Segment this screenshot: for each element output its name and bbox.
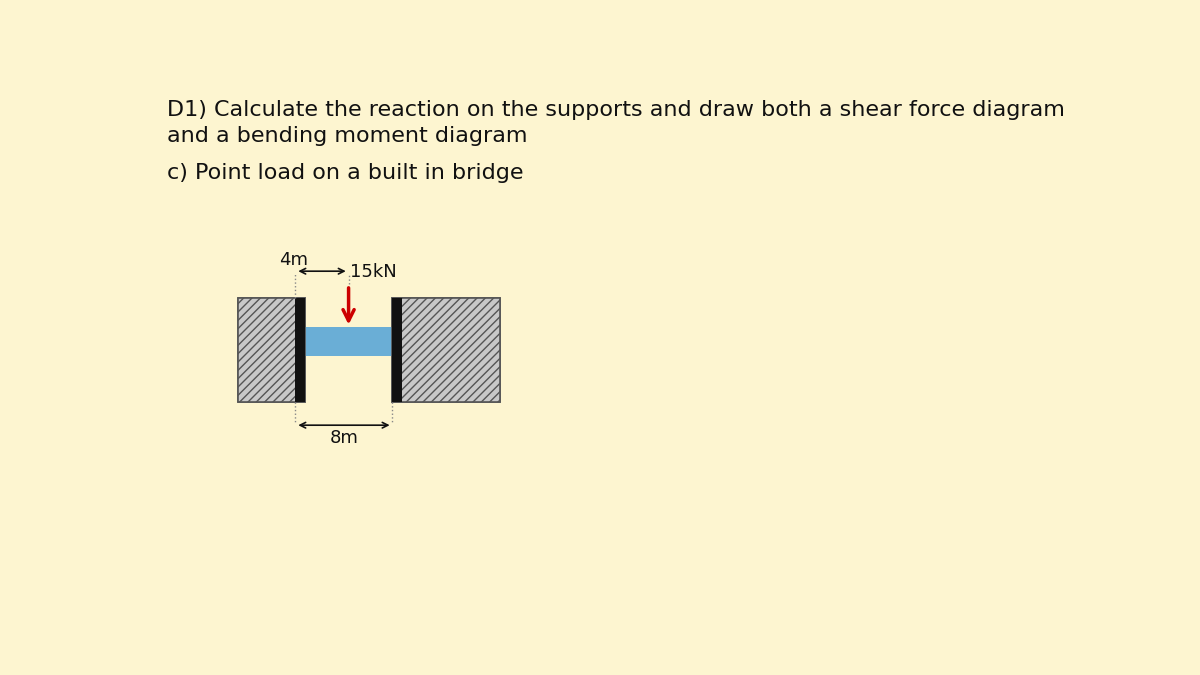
Bar (392, 298, 499, 402)
Bar (392, 298, 499, 402)
Bar (238, 327, 499, 356)
Text: 15kN: 15kN (350, 263, 397, 281)
Text: c) Point load on a built in bridge: c) Point load on a built in bridge (167, 163, 523, 184)
Text: and a bending moment diagram: and a bending moment diagram (167, 126, 527, 146)
Bar (295, 298, 305, 402)
Text: 4m: 4m (280, 251, 308, 269)
Text: D1) Calculate the reaction on the supports and draw both a shear force diagram: D1) Calculate the reaction on the suppor… (167, 101, 1064, 120)
Bar (238, 298, 305, 402)
Bar (238, 298, 305, 402)
Bar (392, 298, 402, 402)
Text: 8m: 8m (330, 429, 359, 447)
